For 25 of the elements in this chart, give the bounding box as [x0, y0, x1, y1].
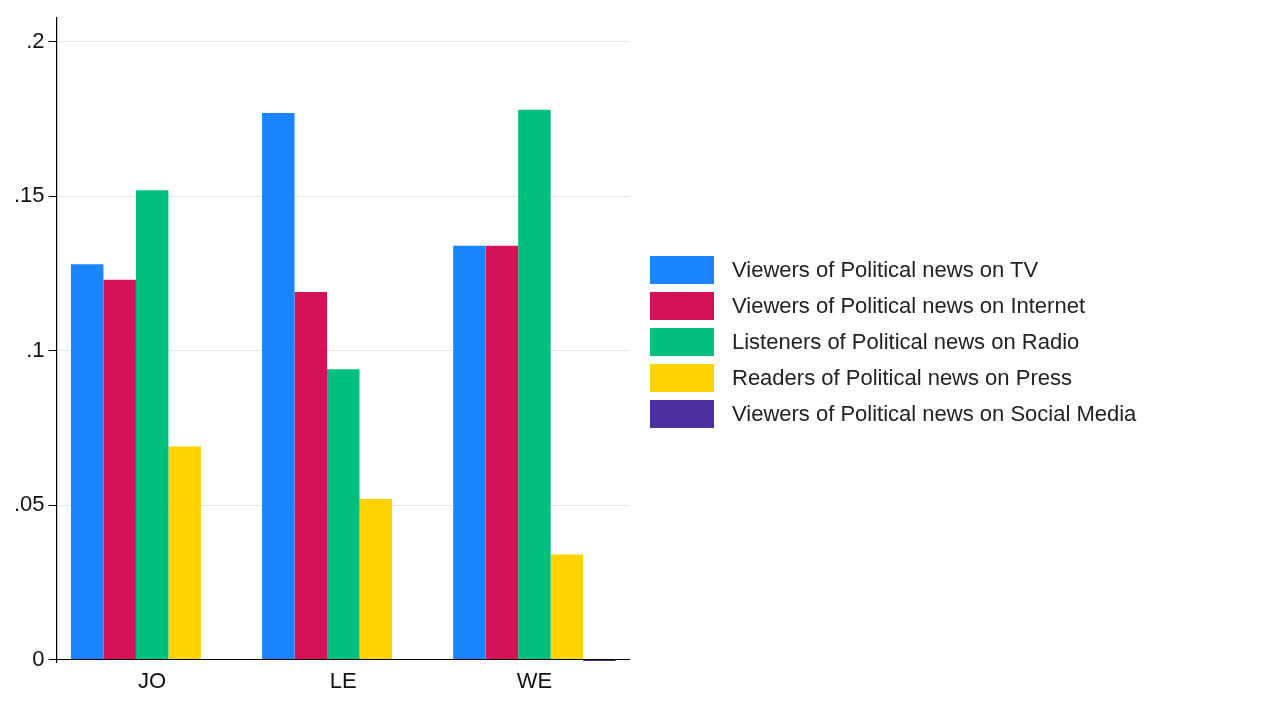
legend-label: Listeners of Political news on Radio — [732, 329, 1080, 355]
legend-label: Viewers of Political news on Internet — [732, 293, 1085, 319]
legend-label: Readers of Political news on Press — [732, 365, 1072, 391]
bar — [294, 292, 328, 660]
legend-label: Viewers of Political news on TV — [732, 257, 1039, 283]
y-tick-label: .1 — [26, 336, 45, 362]
bar — [453, 245, 486, 660]
bar — [70, 264, 104, 660]
y-tick-label: .2 — [26, 27, 45, 53]
bar — [485, 245, 519, 660]
bar — [103, 279, 136, 660]
bar — [168, 446, 201, 660]
y-tick-label: .15 — [13, 182, 45, 208]
y-tick-label: 0 — [32, 645, 45, 671]
bar — [550, 554, 584, 660]
bar — [262, 112, 295, 660]
bar — [135, 190, 169, 660]
y-tick-label: .05 — [13, 491, 45, 517]
x-tick-label: LE — [329, 667, 357, 693]
bar — [518, 109, 551, 660]
bar — [327, 369, 360, 660]
legend-label: Viewers of Political news on Social Media — [732, 401, 1137, 427]
bar — [359, 498, 393, 660]
x-tick-label: WE — [516, 667, 553, 693]
x-tick-label: JO — [138, 667, 167, 693]
